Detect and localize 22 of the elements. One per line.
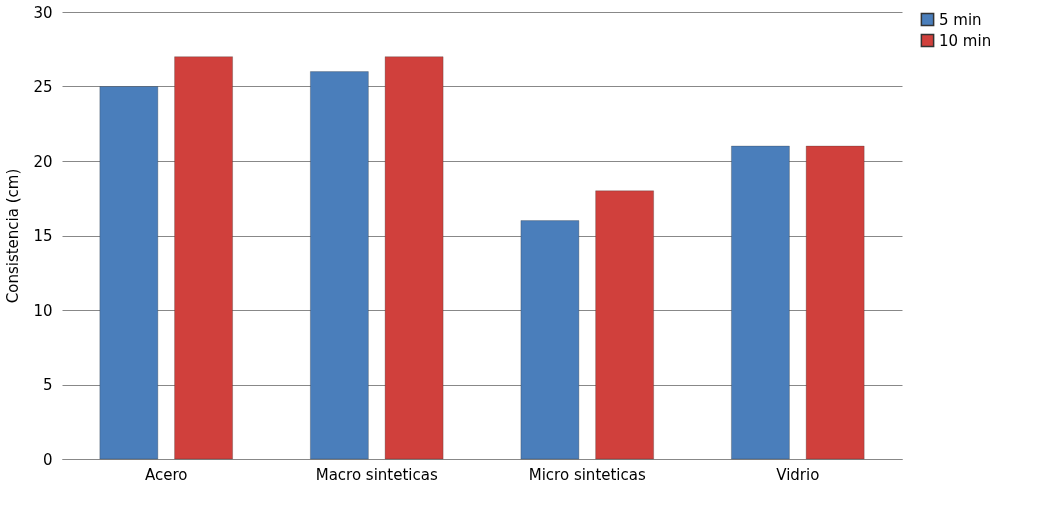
y-tick-label: 0 — [42, 450, 53, 469]
legend-label: 10 min — [939, 31, 992, 50]
x-tick-label: Vidrio — [776, 465, 820, 484]
bar — [520, 220, 580, 460]
bar — [310, 71, 369, 460]
bar — [99, 86, 158, 460]
legend-label: 5 min — [939, 10, 982, 29]
bar — [174, 56, 233, 460]
bar — [384, 56, 444, 460]
y-tick-label: 5 — [42, 376, 53, 394]
x-tick-label: Acero — [144, 465, 188, 484]
bar — [595, 190, 654, 460]
bar — [731, 145, 790, 460]
bar — [806, 145, 865, 460]
x-tick-label: Micro sinteticas — [528, 465, 646, 484]
y-tick-label: 30 — [33, 3, 53, 22]
y-tick-label: 20 — [33, 152, 53, 171]
y-tick-label: 15 — [33, 227, 53, 245]
x-tick-label: Macro sinteticas — [315, 465, 438, 484]
y-tick-label: 25 — [33, 78, 53, 96]
y-tick-label: 10 — [33, 301, 53, 320]
y-axis-title: Consistencia (cm) — [4, 168, 23, 304]
